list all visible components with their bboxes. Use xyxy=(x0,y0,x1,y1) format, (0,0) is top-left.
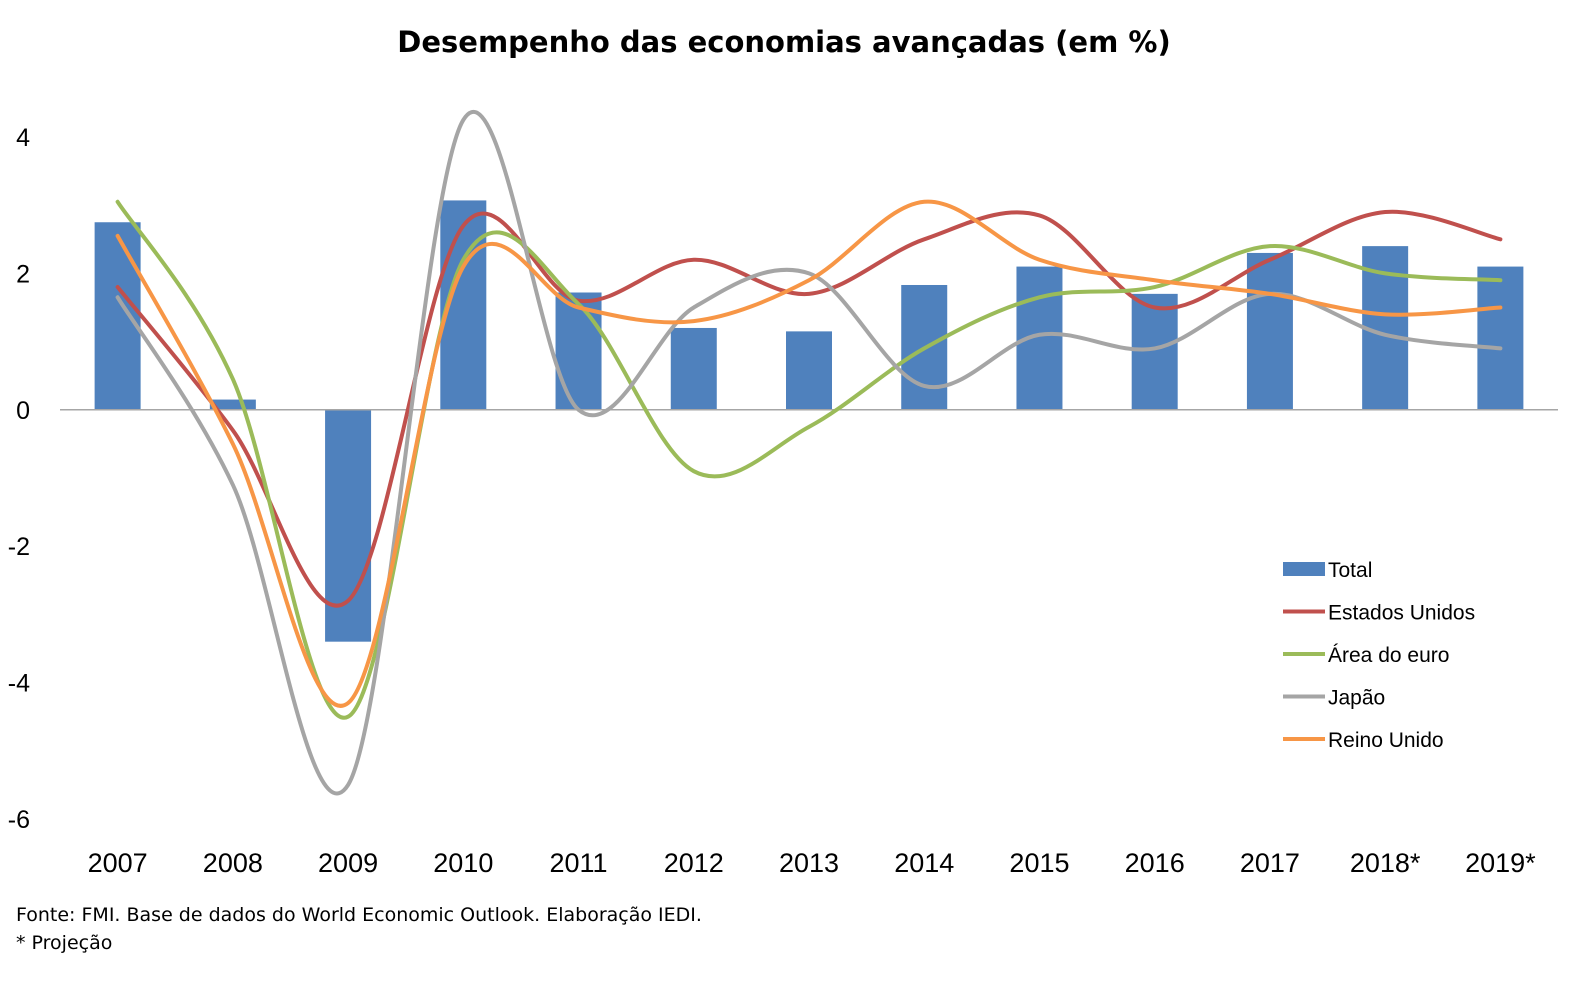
legend-label-reino-unido: Reino Unido xyxy=(1328,729,1444,752)
x-tick-label: 2008 xyxy=(203,848,263,878)
x-tick-label: 2015 xyxy=(1009,848,1069,878)
line-estados-unidos xyxy=(115,209,1503,608)
y-tick-label: 2 xyxy=(16,260,30,288)
x-tick-label: 2014 xyxy=(894,848,954,878)
line-area-do-euro xyxy=(115,199,1503,720)
bar-total-2008 xyxy=(209,399,256,410)
bar-total-2016 xyxy=(1131,293,1178,410)
y-axis-ticks: -6 -4 -2 0 2 4 xyxy=(8,124,30,834)
source-footnote: Fonte: FMI. Base de dados do World Econo… xyxy=(16,904,702,926)
legend-label-area-do-euro: Área do euro xyxy=(1328,644,1449,667)
line-japao xyxy=(115,109,1503,796)
bar-total-2012 xyxy=(670,327,717,410)
x-tick-label: 2010 xyxy=(433,848,493,878)
legend-label-estados-unidos: Estados Unidos xyxy=(1328,602,1475,625)
bar-total-2019 xyxy=(1477,266,1524,410)
legend-label-japao: Japão xyxy=(1328,687,1385,710)
bar-total-2007 xyxy=(94,222,141,410)
x-tick-label: 2019* xyxy=(1465,848,1536,878)
x-tick-label: 2016 xyxy=(1125,848,1185,878)
bar-total-2013 xyxy=(786,331,832,410)
y-tick-label: 0 xyxy=(16,397,30,425)
bar-total-2017 xyxy=(1246,252,1293,410)
projection-footnote: * Projeção xyxy=(16,932,113,954)
y-tick-label: -2 xyxy=(8,533,30,561)
x-tick-label: 2018* xyxy=(1350,848,1421,878)
x-tick-label: 2013 xyxy=(779,848,839,878)
y-tick-label: -6 xyxy=(8,806,30,834)
x-tick-label: 2009 xyxy=(318,848,378,878)
y-tick-label: -4 xyxy=(8,670,30,698)
line-series-group xyxy=(115,109,1503,796)
legend-swatch-total xyxy=(1283,562,1325,576)
legend-label-total: Total xyxy=(1328,559,1372,582)
y-tick-label: 4 xyxy=(16,124,30,152)
x-tick-label: 2011 xyxy=(550,848,608,878)
chart-legend: Total Estados Unidos Área do euro Japão Rein… xyxy=(1283,559,1475,752)
x-axis-ticks: 2007 2008 2009 2010 2011 2012 2013 2014 2015 2016… xyxy=(88,848,1537,878)
x-tick-label: 2007 xyxy=(88,848,148,878)
line-reino-unido xyxy=(115,199,1503,708)
chart-title: Desempenho das economias avançadas (em %… xyxy=(397,25,1170,59)
x-tick-label: 2017 xyxy=(1240,848,1300,878)
x-tick-label: 2012 xyxy=(664,848,724,878)
